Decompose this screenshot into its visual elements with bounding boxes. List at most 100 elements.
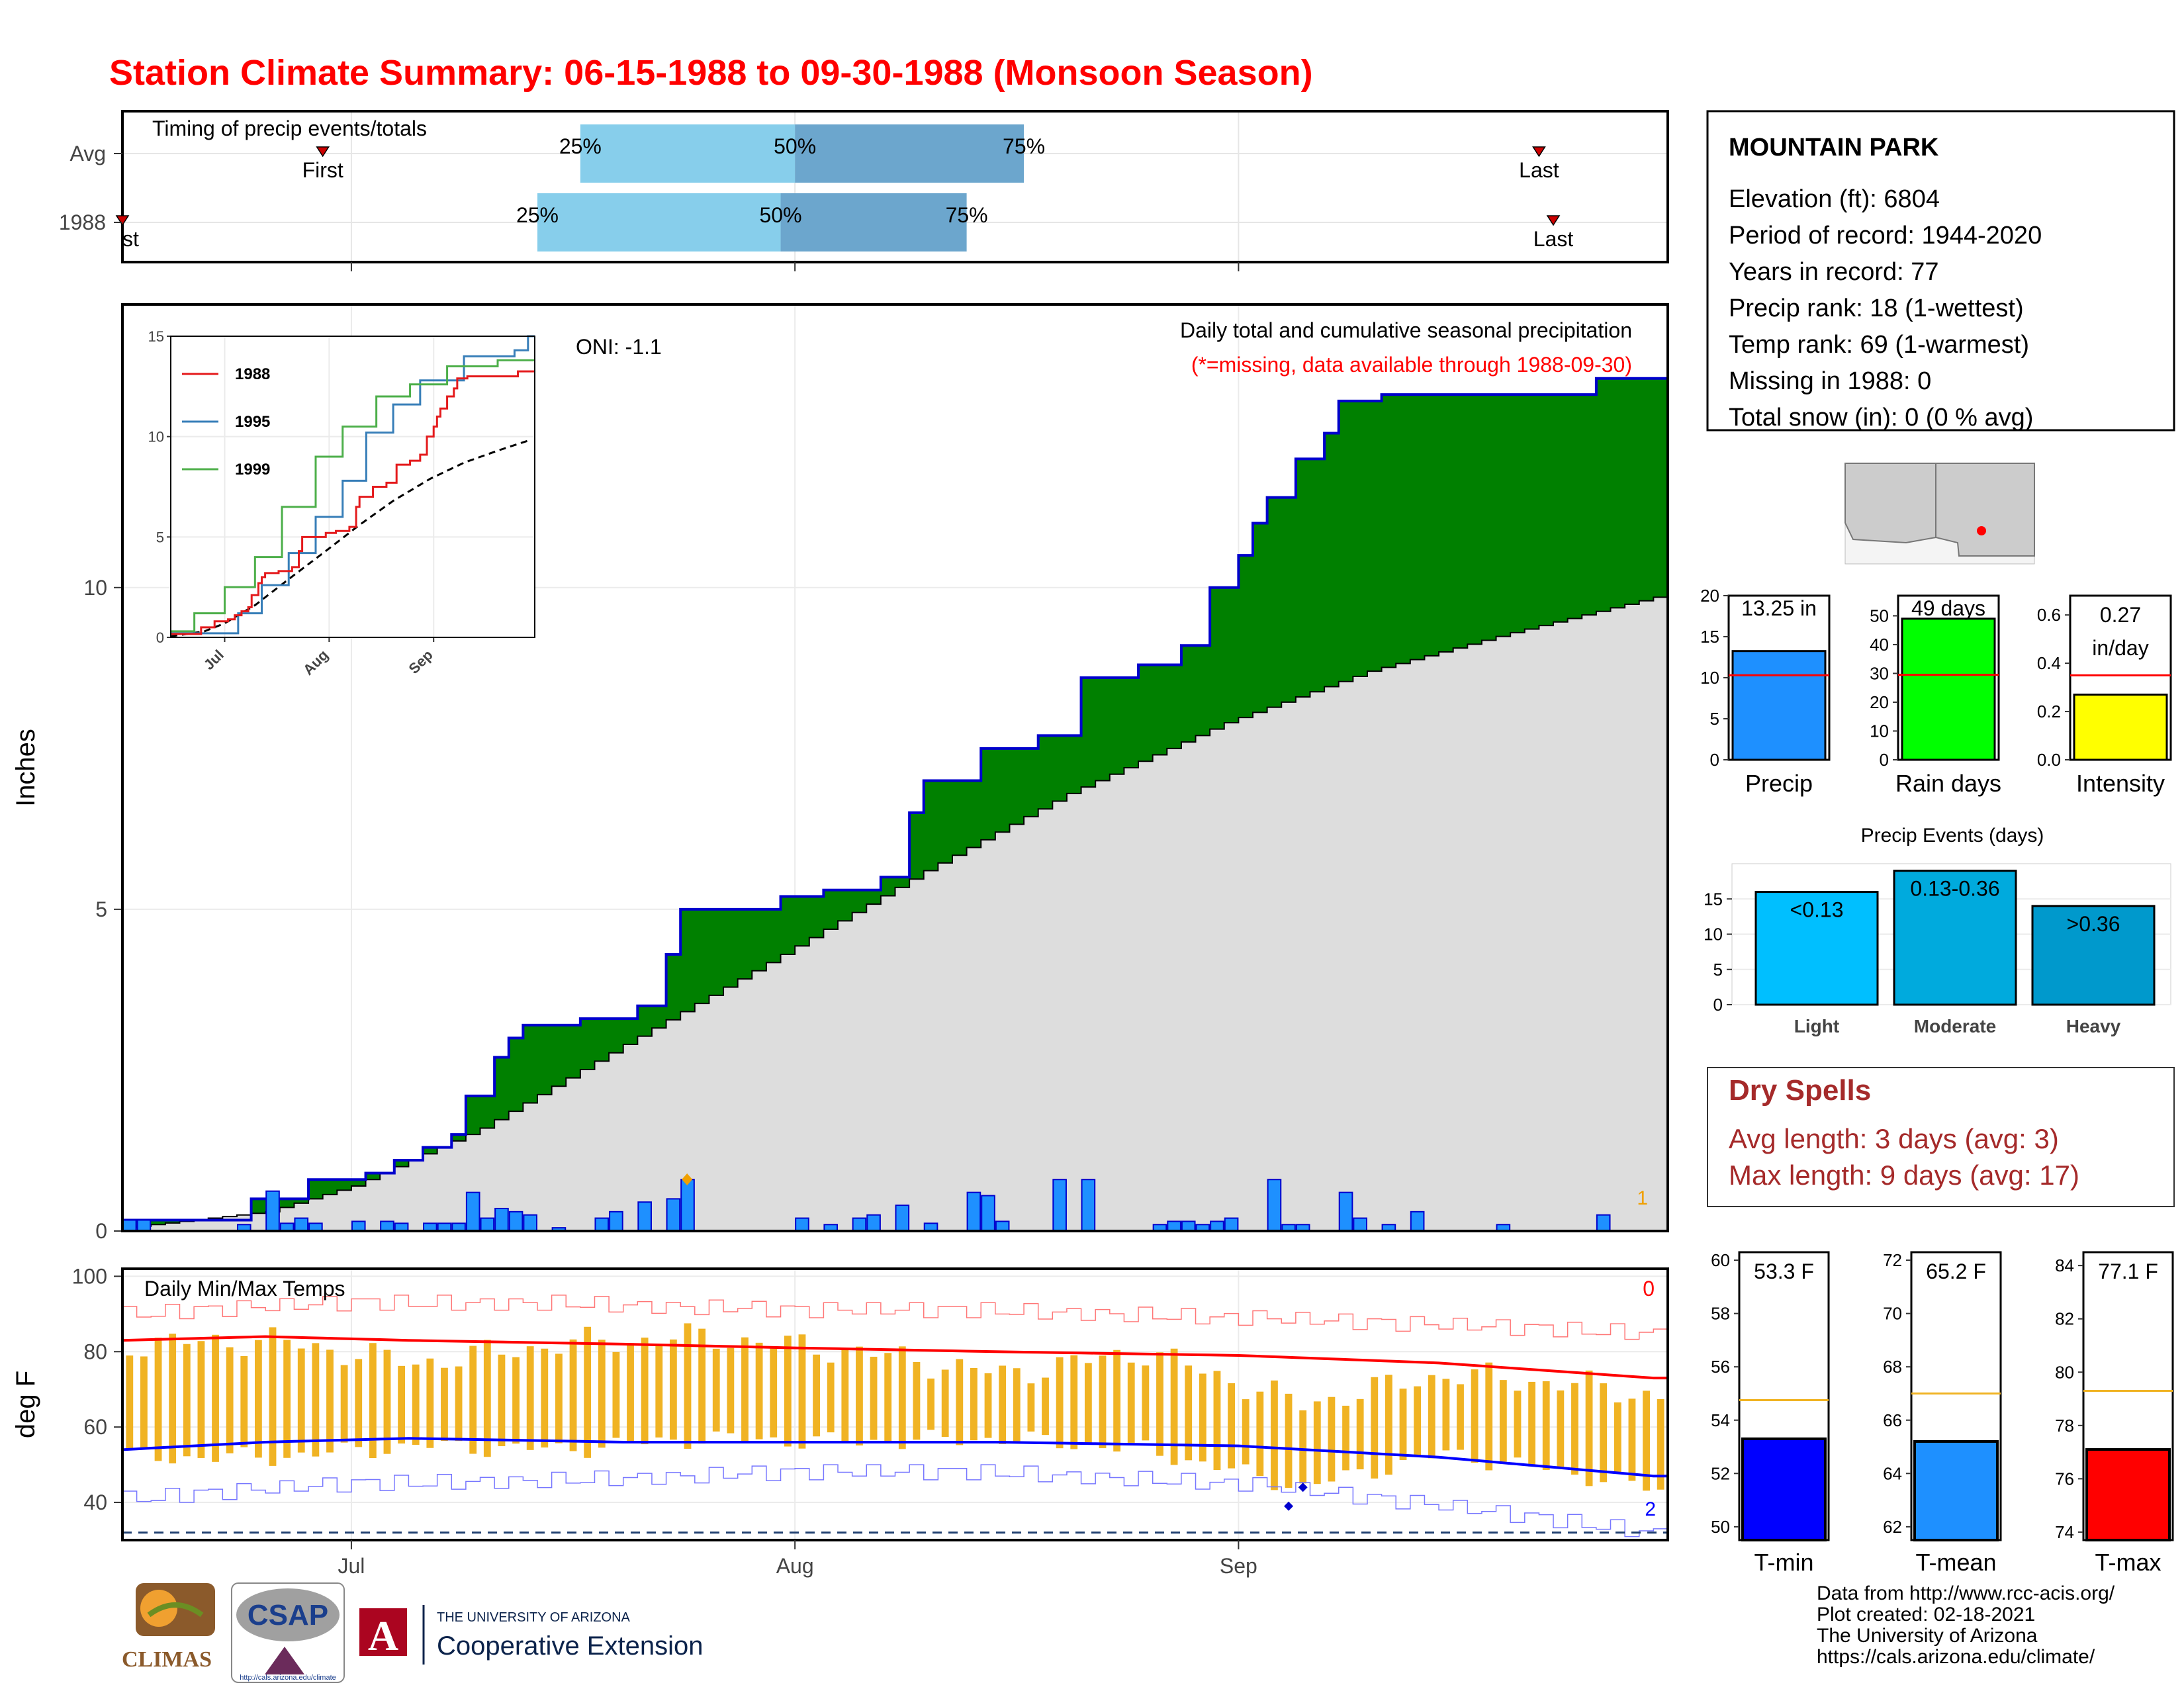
record-min-line: [122, 1464, 1668, 1537]
daily-temp-range-bar: [1499, 1380, 1507, 1462]
daily-temp-range-bar: [441, 1367, 448, 1441]
temp-summary-ytick-label: 70: [1883, 1304, 1902, 1324]
university-of-arizona-logo: A THE UNIVERSITY OF ARIZONA Cooperative …: [359, 1605, 703, 1665]
summary-value-text: 0.27: [2100, 603, 2141, 627]
daily-temp-range-bar: [598, 1340, 606, 1448]
daily-temp-range-bar: [884, 1353, 892, 1444]
daily-temp-range-bar: [1271, 1380, 1278, 1490]
daily-temp-range-bar: [1027, 1383, 1035, 1432]
precip-ylabel: Inches: [11, 729, 40, 807]
daily-precip-bar: [680, 1179, 695, 1232]
footer-line-created: Plot created: 02-18-2021: [1817, 1604, 2035, 1625]
summary-value-bar: [1731, 650, 1827, 761]
temp-summary-ytick-label: 78: [2055, 1416, 2074, 1436]
precip-ytick-label: 0: [95, 1219, 107, 1243]
event-range-label: <0.13: [1790, 898, 1844, 922]
events-ytick-label: 10: [1704, 925, 1723, 944]
daily-temp-range-bar: [1285, 1393, 1293, 1488]
daily-temp-range-bar: [669, 1339, 677, 1440]
record-max-line: [122, 1295, 1668, 1340]
event-range-label: 0.13-0.36: [1910, 877, 1999, 901]
temp-summary-bar: [1913, 1440, 1999, 1541]
first-event-label: st: [122, 227, 139, 251]
daily-temp-range-bar: [1256, 1391, 1264, 1477]
summary-value-unit: in/day: [2092, 636, 2148, 660]
daily-temp-range-bar: [1242, 1399, 1250, 1465]
daily-temp-range-bar: [512, 1357, 520, 1444]
daily-precip-bar: [1052, 1179, 1067, 1232]
event-category-label: Light: [1794, 1016, 1839, 1036]
daily-temp-range-bar: [1127, 1362, 1135, 1443]
logos: CLIMAS CSAP http://cals.arizona.edu/clim…: [122, 1582, 703, 1683]
temp-ytick-label: 100: [72, 1264, 107, 1288]
daily-temp-range-bar: [1643, 1391, 1650, 1491]
ua-line-1: THE UNIVERSITY OF ARIZONA: [437, 1610, 631, 1625]
daily-temp-range-bar: [941, 1369, 949, 1438]
inset-legend-label: 1988: [235, 365, 270, 383]
daily-precip-bar: [1353, 1217, 1367, 1232]
daily-temp-range-bar: [183, 1344, 191, 1457]
daily-precip-bar: [866, 1214, 881, 1232]
daily-precip-bar: [637, 1201, 652, 1232]
daily-precip-bar: [508, 1211, 523, 1232]
daily-temp-range-bar: [1457, 1384, 1464, 1450]
ua-line-2: Cooperative Extension: [437, 1631, 703, 1661]
daily-temp-range-bar: [1070, 1355, 1078, 1449]
daily-temp-range-bar: [1013, 1368, 1021, 1442]
daily-temp-range-bar: [698, 1328, 706, 1444]
cumulative-average-area: [122, 597, 1668, 1231]
last-event-label: Last: [1519, 158, 1559, 182]
daily-temp-range-bar: [212, 1334, 219, 1462]
station-precip-rank: Precip rank: 18 (1-wettest): [1729, 295, 2024, 322]
daily-precip-bar: [995, 1220, 1010, 1232]
summary-ytick-label: 20: [1870, 692, 1889, 712]
record-precip-marker: [682, 1173, 693, 1185]
summary-value-bar: [2073, 694, 2168, 761]
daily-temp-range-bar: [369, 1343, 377, 1459]
map-state-arizona: [1844, 463, 1936, 544]
temp-summary-ytick-label: 82: [2055, 1309, 2074, 1329]
event-category-label: Heavy: [2066, 1016, 2121, 1036]
last-event-marker: [1532, 146, 1546, 158]
daily-precip-bar: [1267, 1179, 1282, 1232]
daily-temp-range-bar: [526, 1346, 534, 1450]
daily-temp-range-bar: [355, 1359, 363, 1447]
temp-ylabel: deg F: [11, 1371, 40, 1438]
inset-series-1988: [171, 370, 535, 635]
inset-ytick-label: 0: [156, 629, 164, 646]
daily-precip-bar: [1210, 1220, 1224, 1232]
daily-temp-range-bar: [1485, 1362, 1493, 1471]
climas-logo: CLIMAS: [122, 1583, 215, 1672]
daily-temp-range-bar: [1342, 1405, 1349, 1471]
daily-temp-range-bar: [1442, 1379, 1450, 1451]
ua-logo-block: [359, 1608, 407, 1656]
daily-precip-bar: [895, 1205, 910, 1232]
daily-temp-range-bar: [627, 1343, 634, 1443]
footer-line-url: https://cals.arizona.edu/climate/: [1817, 1646, 2095, 1668]
daily-temp-range-bar: [712, 1348, 720, 1432]
summary-ytick-label: 0.6: [2037, 605, 2061, 625]
precip-frame: [121, 303, 1669, 1232]
daily-temp-range-bar: [1299, 1410, 1307, 1484]
daily-temp-range-bar: [297, 1348, 305, 1453]
timing-percentile-label: 50%: [760, 203, 802, 227]
footer-credits: Data from http://www.rcc-acis.org/ Plot …: [1817, 1582, 2115, 1668]
daily-temp-range-bar: [1328, 1396, 1336, 1482]
daily-precip-bar: [465, 1191, 480, 1232]
first-event-label: First: [302, 158, 343, 182]
timing-bar-25-50: [537, 193, 781, 251]
temp-summary-ytick-label: 68: [1883, 1357, 1902, 1377]
event-bar: [2031, 905, 2156, 1006]
temp-ytick-label: 60: [83, 1415, 107, 1439]
timing-percentile-label: 50%: [774, 134, 816, 158]
inset-average-line: [170, 438, 532, 637]
daily-temp-range-bar: [1557, 1390, 1565, 1467]
timing-bar-25-50: [580, 124, 796, 183]
x-tick-label: Jul: [338, 1554, 365, 1578]
daily-precip-bar: [1181, 1220, 1196, 1232]
summary-ytick-label: 5: [1710, 709, 1719, 729]
csap-logo-text: CSAP: [248, 1599, 328, 1631]
climas-logo-wave: [147, 1602, 204, 1618]
inset-legend-label: 1999: [235, 461, 270, 479]
event-bar: [1754, 891, 1879, 1006]
